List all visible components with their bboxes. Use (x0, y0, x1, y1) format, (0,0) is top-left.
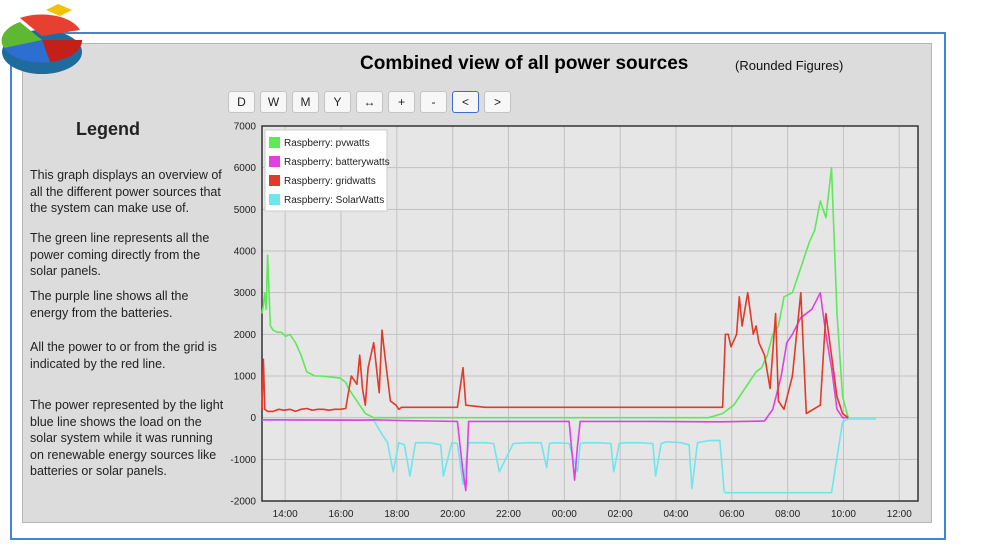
legend-label: Raspberry: pvwatts (284, 138, 370, 149)
year-button[interactable]: Y (324, 91, 351, 113)
legend-label: Raspberry: gridwatts (284, 176, 376, 187)
y-tick-label: 5000 (234, 205, 257, 216)
chart-title: Combined view of all power sources (360, 53, 689, 74)
legend-swatch (269, 194, 280, 205)
y-tick-label: -2000 (230, 497, 256, 508)
series-line (261, 291, 849, 419)
day-button[interactable]: D (228, 91, 255, 113)
reset-range-button[interactable]: ↔ (356, 91, 383, 113)
y-tick-label: 3000 (234, 288, 257, 299)
legend-paragraph-purple: The purple line shows all the energy fro… (30, 289, 189, 320)
legend-heading: Legend (76, 119, 141, 139)
series-line (261, 166, 849, 419)
x-tick-label: 18:00 (384, 509, 409, 520)
series-line (261, 291, 849, 492)
x-tick-label: 00:00 (552, 509, 577, 520)
legend-paragraph-overview: This graph displays an overview of all t… (30, 168, 222, 215)
y-tick-label: 6000 (234, 163, 257, 174)
x-tick-label: 16:00 (328, 509, 353, 520)
series-line (262, 418, 877, 494)
y-tick-label: -1000 (230, 455, 256, 466)
y-tick-label: 2000 (234, 330, 257, 341)
week-button[interactable]: W (260, 91, 287, 113)
legend-label: Raspberry: SolarWatts (284, 195, 384, 206)
legend-swatch (269, 156, 280, 167)
x-tick-label: 10:00 (831, 509, 856, 520)
legend-swatch (269, 175, 280, 186)
legend-label: Raspberry: batterywatts (284, 157, 390, 168)
next-button[interactable]: > (484, 91, 511, 113)
x-tick-label: 04:00 (663, 509, 688, 520)
x-tick-label: 12:00 (887, 509, 912, 520)
month-button[interactable]: M (292, 91, 319, 113)
legend-paragraph-green: The green line represents all the power … (30, 231, 210, 278)
zoom-out-button[interactable]: - (420, 91, 447, 113)
y-tick-label: 0 (250, 413, 256, 424)
y-tick-label: 1000 (234, 372, 257, 383)
x-tick-label: 22:00 (496, 509, 521, 520)
x-tick-label: 14:00 (273, 509, 298, 520)
x-tick-label: 06:00 (719, 509, 744, 520)
x-tick-label: 08:00 (775, 509, 800, 520)
chart-subtitle: (Rounded Figures) (735, 58, 844, 73)
y-tick-label: 7000 (234, 122, 257, 133)
x-tick-label: 20:00 (440, 509, 465, 520)
legend-swatch (269, 137, 280, 148)
previous-button[interactable]: < (452, 91, 479, 113)
legend-paragraph-blue: The power represented by the light blue … (30, 398, 224, 478)
zoom-toolbar: D W M Y ↔ + - < > (228, 91, 511, 113)
x-tick-label: 02:00 (608, 509, 633, 520)
y-tick-label: 4000 (234, 247, 257, 258)
zoom-in-button[interactable]: + (388, 91, 415, 113)
chart-legend (264, 129, 388, 212)
legend-paragraph-red: All the power to or from the grid is ind… (30, 340, 217, 371)
pie-chart-logo-icon (1, 4, 83, 74)
